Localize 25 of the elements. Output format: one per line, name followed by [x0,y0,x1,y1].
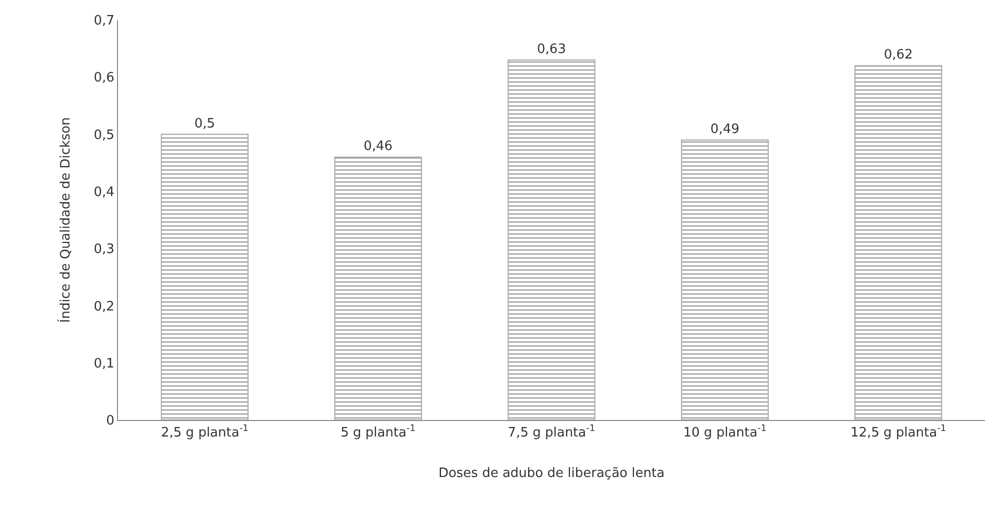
data-label: 0,62 [884,48,913,63]
data-label: 0,46 [364,139,393,154]
bar [854,65,942,420]
bar [334,156,422,420]
y-tick-label: 0,6 [94,70,114,86]
bar [508,60,596,420]
bar [681,140,769,420]
y-tick-label: 0,5 [94,128,114,143]
y-tick-label: 0,1 [94,356,114,372]
y-tick-label: 0,4 [94,184,114,200]
data-label: 0,49 [710,122,740,137]
y-axis-title: Índice de Qualidade de Dickson [56,117,74,323]
x-tick-label: 7,5 g planta$^{-1}$ [508,424,596,441]
y-tick-label: 0,3 [94,242,114,258]
x-axis-title: Doses de adubo de liberação lenta [438,466,665,482]
x-tick-label: 12,5 g planta$^{-1}$ [850,424,946,441]
x-tick-label: 2,5 g planta$^{-1}$ [160,424,248,441]
y-tick-label: 0,7 [94,14,114,29]
x-tick-label: 5 g planta$^{-1}$ [340,424,416,441]
x-tick-label: 10 g planta$^{-1}$ [683,424,767,441]
y-tick-label: 0 [106,414,114,429]
y-tick-label: 0,2 [94,299,114,314]
data-label: 0,5 [194,116,216,132]
data-label: 0,63 [537,42,566,57]
bar [160,134,249,420]
